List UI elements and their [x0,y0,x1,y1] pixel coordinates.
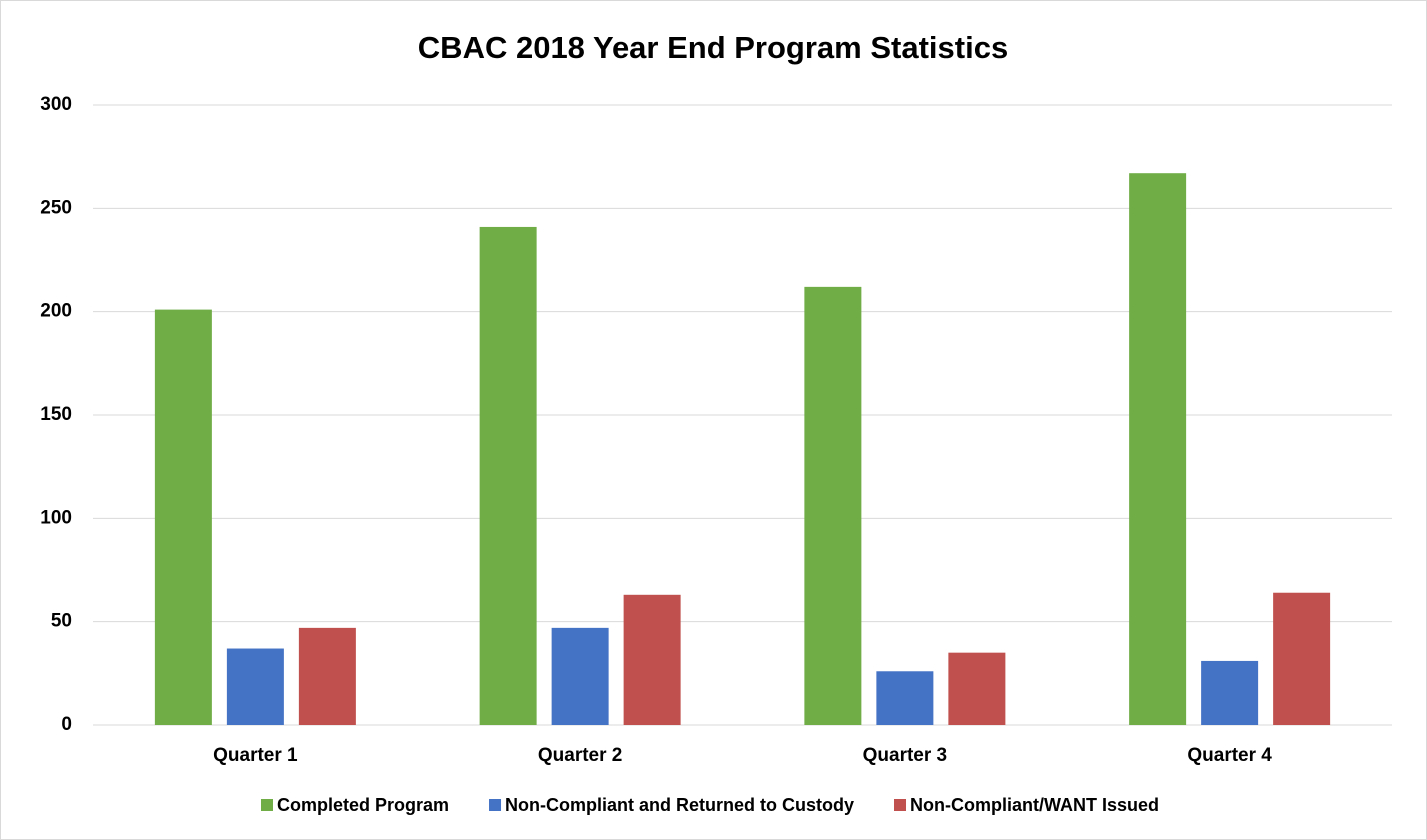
y-tick-label: 50 [51,611,72,632]
chart-title: CBAC 2018 Year End Program Statistics [418,30,1008,65]
bar [226,648,284,725]
y-tick-label: 200 [40,301,72,322]
bar [804,286,862,725]
y-tick-label: 100 [40,507,72,528]
y-tick-label: 0 [61,714,72,735]
legend-label: Completed Program [277,795,449,815]
legend-label: Non-Compliant/WANT Issued [910,795,1159,815]
bar [1129,173,1187,725]
x-tick-label: Quarter 3 [863,745,947,766]
bar [623,594,681,725]
legend-swatch [894,799,907,811]
legend-swatch [489,799,502,811]
x-tick-label: Quarter 1 [213,745,298,766]
bar [948,652,1006,725]
y-tick-label: 300 [40,94,72,115]
bar [1273,592,1331,725]
bar [1201,660,1259,725]
x-tick-label: Quarter 4 [1187,745,1272,766]
bar [298,627,356,725]
x-tick-label: Quarter 2 [538,745,622,766]
legend-label: Non-Compliant and Returned to Custody [505,795,854,815]
bar [479,226,537,725]
bar [551,627,609,725]
legend-swatch [260,799,273,811]
bar [876,671,934,725]
y-tick-label: 250 [40,197,72,218]
bar [154,309,212,725]
y-tick-label: 150 [40,404,72,425]
